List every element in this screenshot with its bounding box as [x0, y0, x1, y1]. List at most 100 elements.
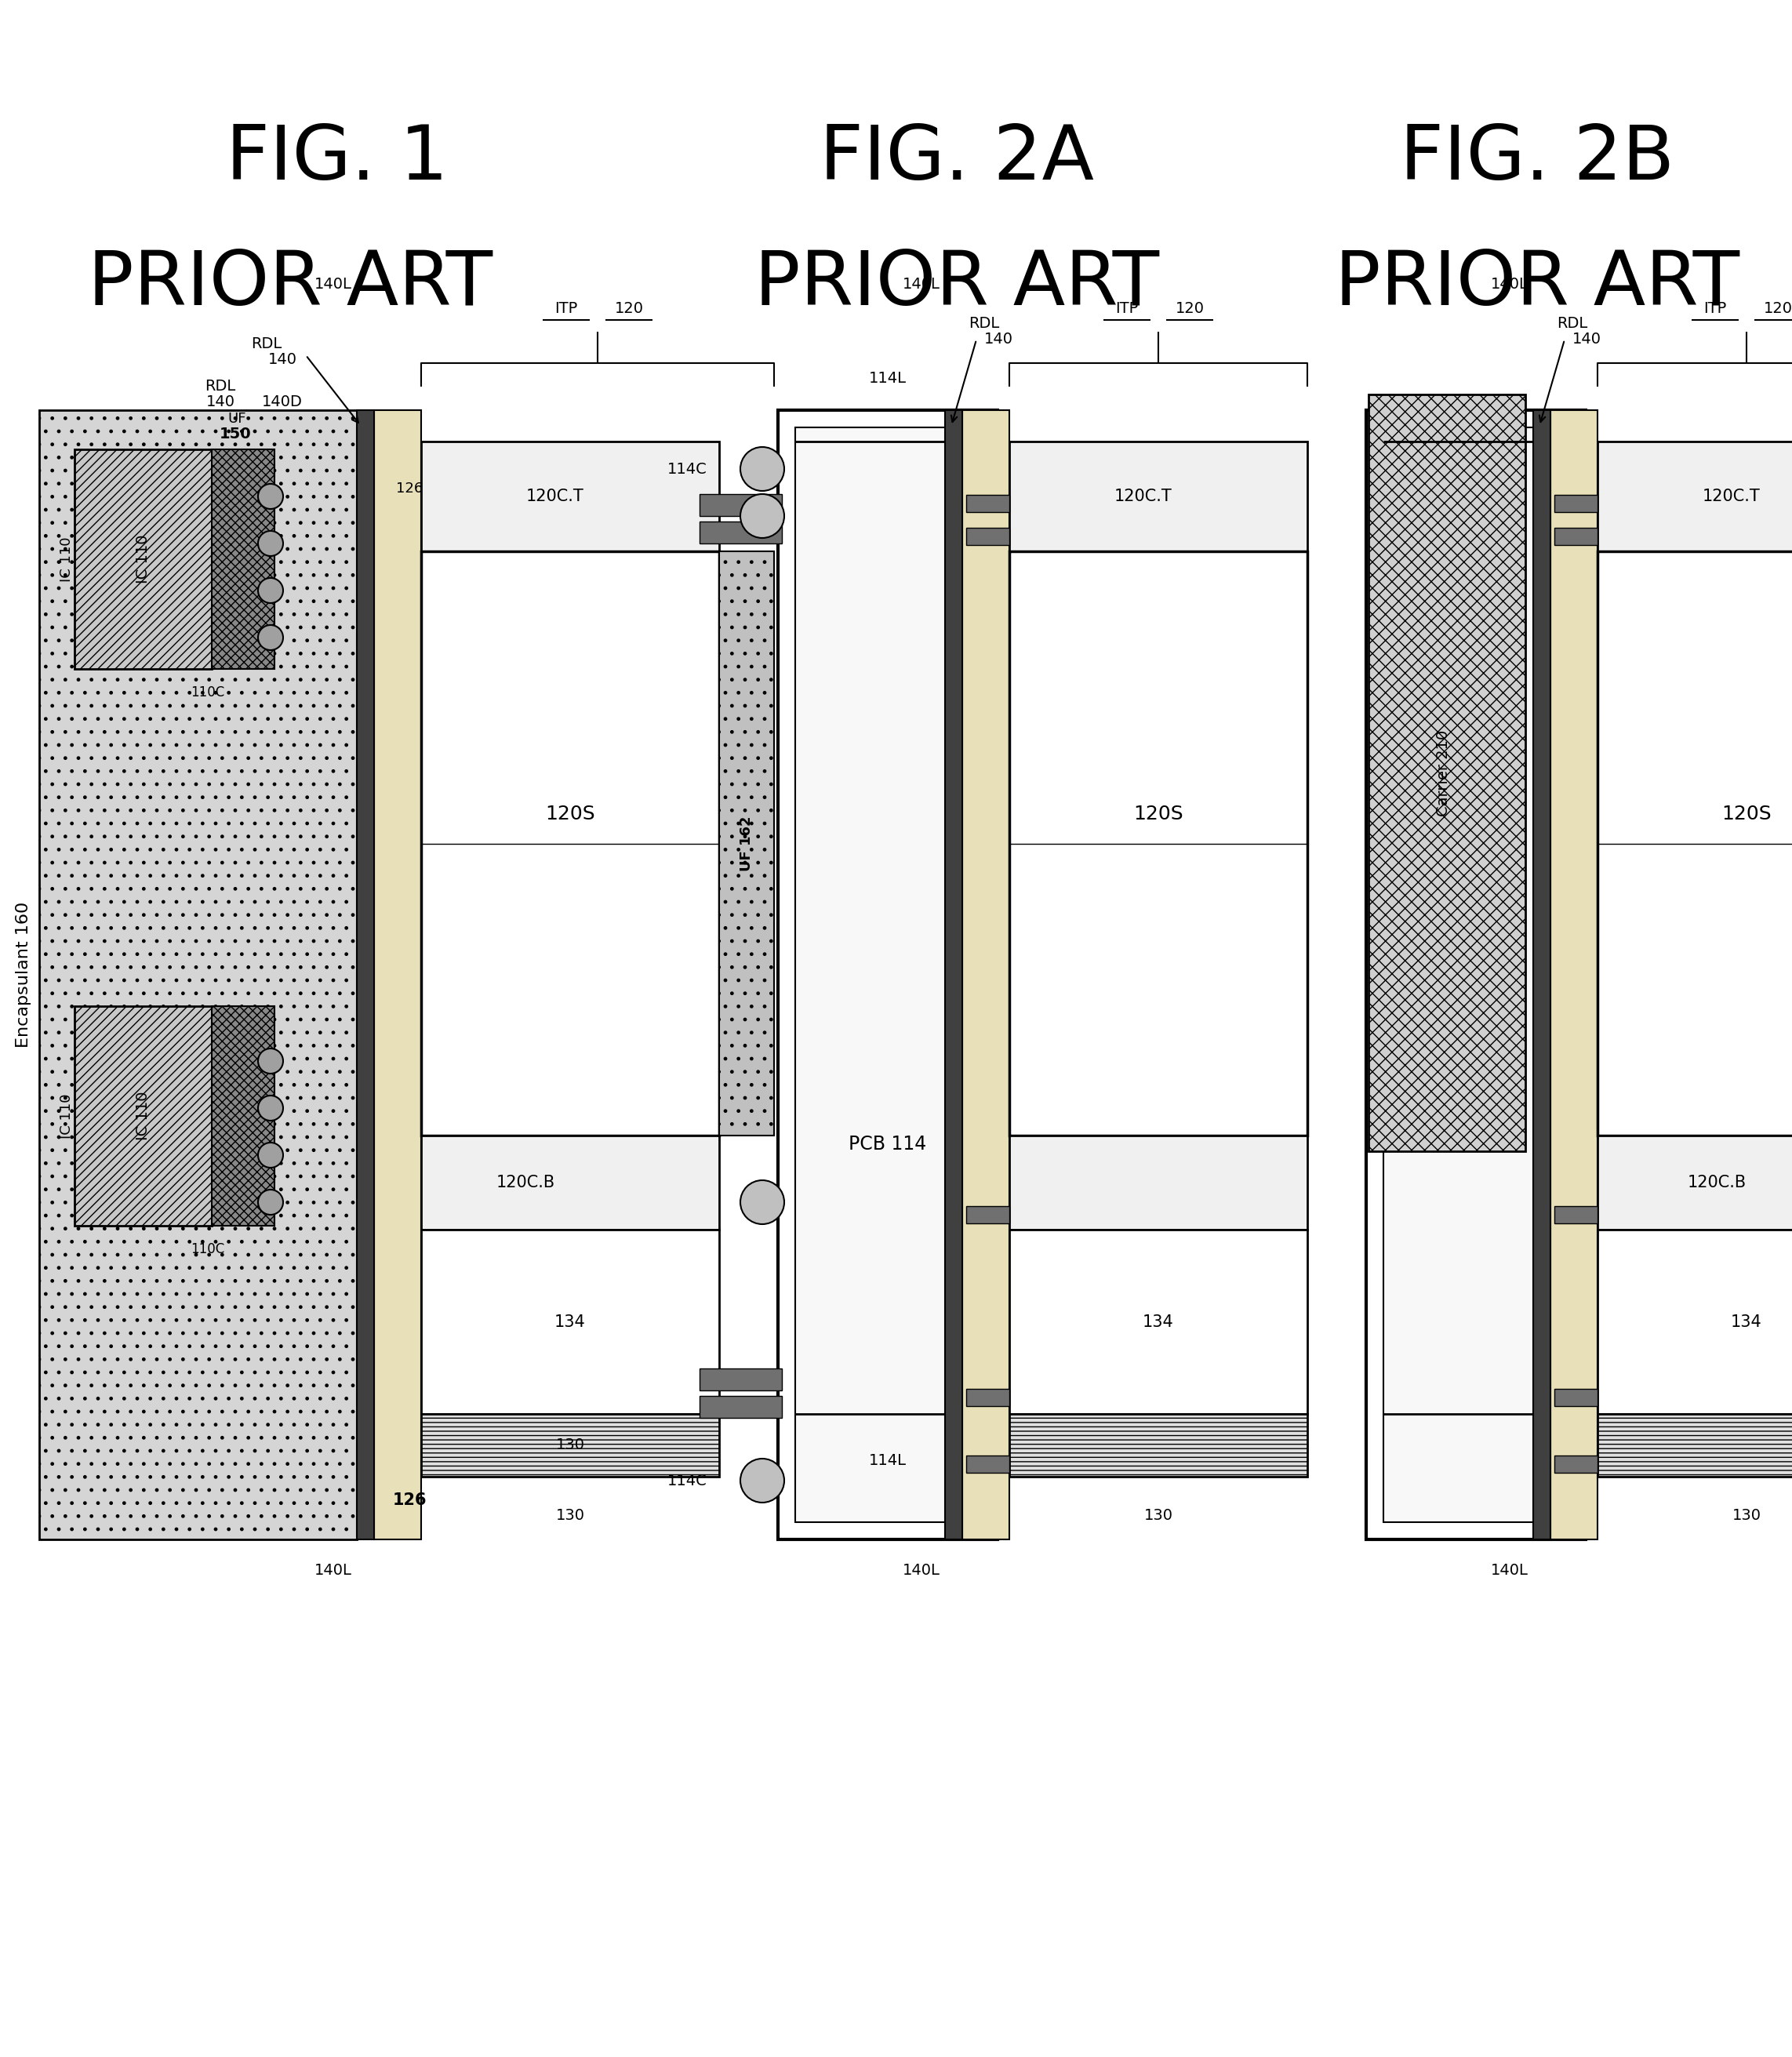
- Text: 140L: 140L: [903, 1563, 941, 1578]
- Bar: [1534, 409, 1550, 1539]
- Bar: [1554, 1388, 1597, 1407]
- Bar: [375, 409, 421, 1539]
- Text: FIG. 1: FIG. 1: [226, 123, 448, 195]
- Text: 140: 140: [1572, 331, 1602, 348]
- Bar: [211, 448, 274, 669]
- Bar: [421, 1230, 719, 1413]
- Text: 120S: 120S: [1133, 804, 1183, 823]
- Text: IC 110: IC 110: [59, 1094, 73, 1138]
- Text: PRIOR ART: PRIOR ART: [754, 249, 1159, 321]
- Text: FIG. 2B: FIG. 2B: [1400, 123, 1674, 195]
- Text: Carrier 210: Carrier 210: [1435, 730, 1450, 817]
- Circle shape: [258, 1189, 283, 1216]
- Bar: [699, 522, 781, 543]
- Text: 140L: 140L: [315, 1563, 351, 1578]
- Bar: [421, 498, 719, 551]
- Text: IC 110: IC 110: [134, 1092, 151, 1140]
- Bar: [421, 551, 719, 1135]
- Circle shape: [258, 483, 283, 508]
- Bar: [75, 1006, 211, 1226]
- Bar: [211, 1006, 274, 1226]
- Bar: [421, 442, 719, 551]
- Text: 120: 120: [1176, 300, 1204, 317]
- Bar: [944, 409, 962, 1539]
- Bar: [796, 428, 980, 1522]
- Text: 114C: 114C: [668, 1473, 708, 1487]
- Text: 150: 150: [220, 426, 251, 442]
- Text: 126: 126: [396, 481, 423, 496]
- Text: 130: 130: [556, 1438, 584, 1452]
- Text: 130: 130: [556, 1508, 584, 1524]
- Text: 120C.T: 120C.T: [1115, 490, 1172, 504]
- Text: 120: 120: [1763, 300, 1792, 317]
- Bar: [421, 442, 719, 496]
- Text: 110C: 110C: [192, 685, 224, 699]
- Text: 114L: 114L: [869, 372, 907, 387]
- Text: 140L: 140L: [903, 278, 941, 292]
- Text: 140: 140: [984, 331, 1012, 348]
- Text: 120C.T: 120C.T: [1702, 490, 1760, 504]
- Text: 140: 140: [206, 395, 235, 409]
- Bar: [966, 496, 1009, 512]
- Bar: [1009, 1135, 1308, 1230]
- Bar: [1554, 496, 1597, 512]
- Bar: [421, 1413, 719, 1477]
- Text: UF 162: UF 162: [740, 817, 754, 872]
- Text: 110C: 110C: [192, 1242, 224, 1257]
- Text: 120C.B: 120C.B: [496, 1175, 556, 1191]
- Text: ITP: ITP: [556, 300, 577, 317]
- Text: 140: 140: [267, 352, 297, 366]
- Bar: [421, 1135, 719, 1230]
- Text: Encapsulant 160: Encapsulant 160: [16, 901, 32, 1047]
- Text: 114L: 114L: [869, 1454, 907, 1469]
- Text: PRIOR ART: PRIOR ART: [1335, 249, 1740, 321]
- Text: ITP: ITP: [1704, 300, 1727, 317]
- Bar: [1009, 1230, 1308, 1413]
- Text: 120S: 120S: [1722, 804, 1772, 823]
- Circle shape: [258, 1096, 283, 1121]
- Circle shape: [258, 578, 283, 603]
- Bar: [39, 409, 357, 1539]
- Circle shape: [258, 531, 283, 555]
- Text: UF: UF: [228, 411, 246, 426]
- Bar: [1383, 428, 1568, 1522]
- Bar: [1597, 1413, 1792, 1477]
- Bar: [1009, 1413, 1308, 1477]
- Bar: [1550, 409, 1597, 1539]
- Text: IC 110: IC 110: [59, 537, 73, 582]
- Bar: [1597, 551, 1792, 1135]
- Text: PCB 114: PCB 114: [849, 1135, 926, 1154]
- Text: 126: 126: [392, 1493, 426, 1508]
- Bar: [75, 448, 211, 669]
- Bar: [1554, 529, 1597, 545]
- Text: 130: 130: [1143, 1508, 1172, 1524]
- Bar: [966, 1205, 1009, 1224]
- Bar: [719, 551, 774, 1135]
- Bar: [962, 409, 1009, 1539]
- Text: 140L: 140L: [1491, 1563, 1529, 1578]
- Circle shape: [258, 625, 283, 650]
- Text: RDL: RDL: [251, 335, 281, 352]
- Text: 134: 134: [1731, 1314, 1762, 1329]
- Bar: [1597, 1230, 1792, 1413]
- Bar: [966, 1388, 1009, 1407]
- Text: 130: 130: [1733, 1508, 1762, 1524]
- Text: 120C.T: 120C.T: [527, 490, 584, 504]
- Text: 114C: 114C: [668, 461, 708, 477]
- Text: ITP: ITP: [1115, 300, 1138, 317]
- Bar: [1369, 395, 1525, 1152]
- Text: 134: 134: [554, 1314, 586, 1329]
- Circle shape: [740, 446, 785, 492]
- Bar: [357, 409, 375, 1539]
- Bar: [1554, 1205, 1597, 1224]
- Text: RDL: RDL: [204, 378, 235, 395]
- Text: 140L: 140L: [315, 278, 351, 292]
- Bar: [1366, 409, 1586, 1539]
- Text: 120: 120: [615, 300, 643, 317]
- Text: IC 110: IC 110: [134, 535, 151, 584]
- Bar: [1009, 442, 1308, 551]
- Bar: [1597, 1135, 1792, 1230]
- Text: RDL: RDL: [1557, 317, 1588, 331]
- Circle shape: [740, 1458, 785, 1502]
- Text: 120C.B: 120C.B: [1688, 1175, 1745, 1191]
